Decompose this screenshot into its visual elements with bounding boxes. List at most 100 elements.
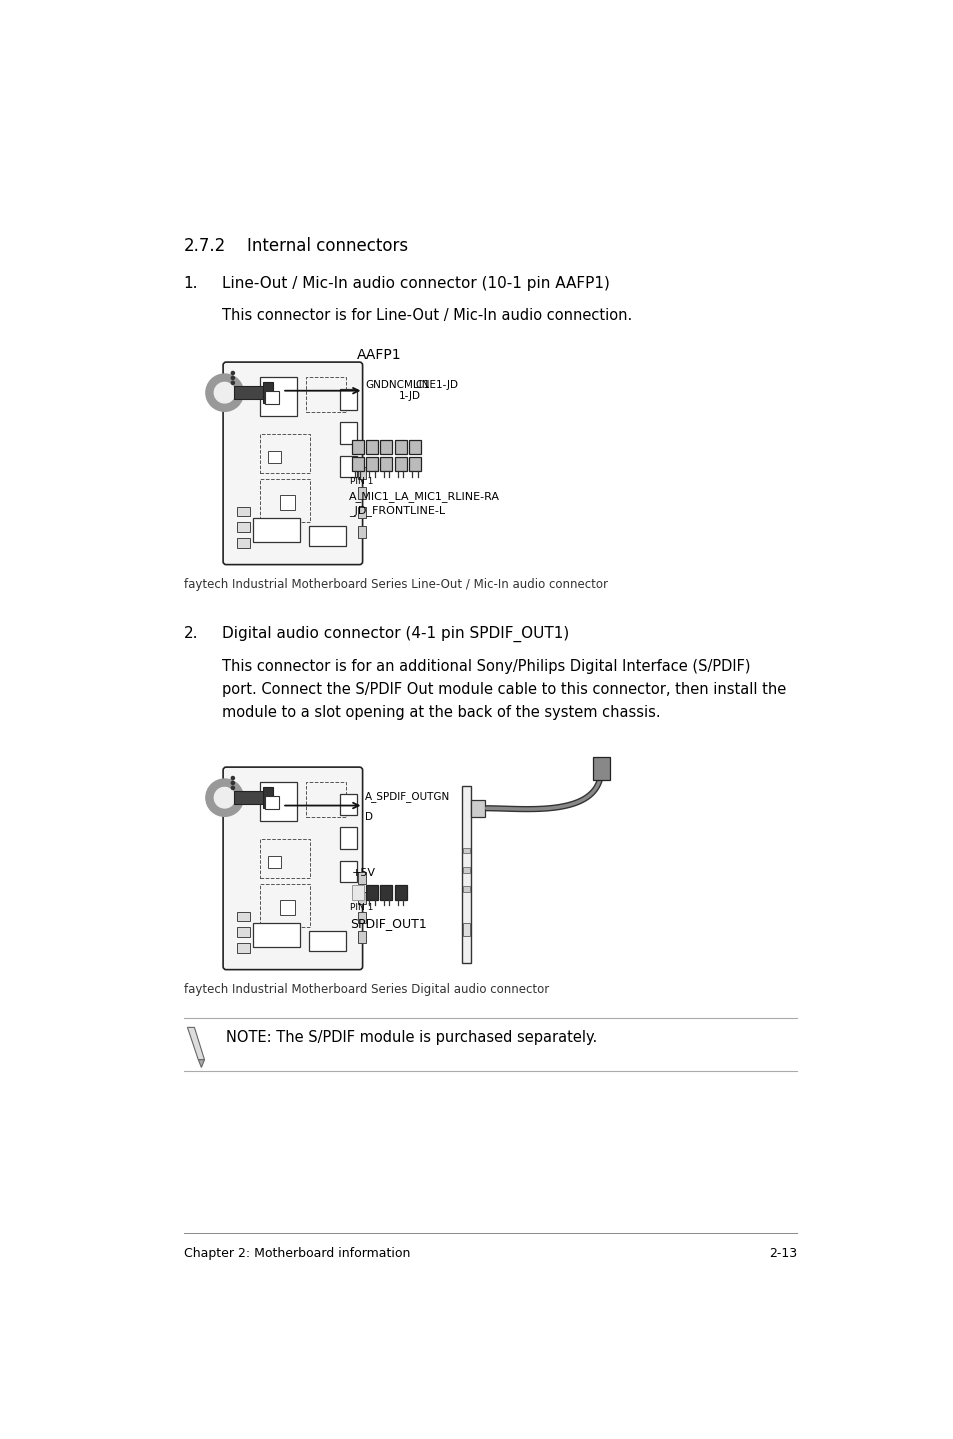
Bar <box>366 885 377 899</box>
Text: 2.: 2. <box>183 626 198 642</box>
Bar <box>267 856 281 868</box>
Bar <box>339 456 356 478</box>
Bar <box>357 507 366 518</box>
Bar <box>357 911 366 924</box>
Circle shape <box>231 777 234 780</box>
Text: 2-13: 2-13 <box>768 1246 797 1259</box>
Bar <box>463 848 469 853</box>
Text: NOTE: The S/PDIF module is purchased separately.: NOTE: The S/PDIF module is purchased sep… <box>226 1030 597 1045</box>
Text: 2.7.2: 2.7.2 <box>183 237 226 255</box>
Bar <box>357 486 366 499</box>
Bar <box>366 440 377 455</box>
Bar <box>463 868 469 872</box>
Bar <box>236 911 250 921</box>
Bar <box>236 522 250 532</box>
Bar <box>259 839 310 878</box>
Bar <box>592 757 609 780</box>
Text: D: D <box>365 812 373 822</box>
Text: Line-Out / Mic-In audio connector (10-1 pin AAFP1): Line-Out / Mic-In audio connector (10-1 … <box>222 276 610 291</box>
Circle shape <box>206 374 243 412</box>
Bar <box>357 468 366 479</box>
Bar <box>380 456 392 472</box>
Bar <box>253 518 299 543</box>
Bar <box>461 786 471 963</box>
Text: module to a slot opening at the back of the system chassis.: module to a slot opening at the back of … <box>222 705 660 720</box>
Bar <box>236 507 250 517</box>
Bar <box>339 861 356 882</box>
Bar <box>409 440 420 455</box>
Bar <box>309 931 346 951</box>
Polygon shape <box>198 1059 204 1068</box>
Bar <box>265 796 278 810</box>
Bar <box>352 456 363 472</box>
Bar <box>395 456 406 472</box>
Text: Digital audio connector (4-1 pin SPDIF_OUT1): Digital audio connector (4-1 pin SPDIF_O… <box>222 626 569 642</box>
Bar <box>259 781 296 822</box>
Bar <box>357 527 366 538</box>
Bar <box>267 450 281 463</box>
Bar <box>253 924 299 947</box>
Bar <box>259 884 310 927</box>
Text: PIN 1: PIN 1 <box>350 476 374 486</box>
Text: +5V: +5V <box>352 868 375 878</box>
Circle shape <box>231 781 234 784</box>
Bar <box>339 389 356 410</box>
Text: Chapter 2: Motherboard information: Chapter 2: Motherboard information <box>183 1246 410 1259</box>
Text: A_SPDIF_OUTGN: A_SPDIF_OUTGN <box>365 791 450 803</box>
Bar <box>263 787 273 807</box>
Bar <box>380 885 392 899</box>
Circle shape <box>231 371 234 374</box>
Bar <box>306 377 346 413</box>
Circle shape <box>231 377 234 380</box>
Bar <box>236 538 250 548</box>
Text: 1.: 1. <box>183 276 198 291</box>
Bar <box>236 943 250 953</box>
Text: PIN 1: PIN 1 <box>350 904 374 912</box>
Text: A_MIC1_LA_MIC1_RLINE-RA
_JD_FRONTLINE-L: A_MIC1_LA_MIC1_RLINE-RA _JD_FRONTLINE-L <box>348 491 499 517</box>
Bar <box>352 885 363 899</box>
Bar <box>357 872 366 884</box>
Text: 1-JD: 1-JD <box>398 391 420 401</box>
Bar <box>462 922 470 937</box>
Bar <box>395 440 406 455</box>
Text: This connector is for Line-Out / Mic-In audio connection.: This connector is for Line-Out / Mic-In … <box>222 308 632 324</box>
Polygon shape <box>187 1027 204 1059</box>
Bar <box>233 791 263 804</box>
Text: This connector is for an additional Sony/Philips Digital Interface (S/PDIF): This connector is for an additional Sony… <box>222 659 750 673</box>
Bar <box>265 391 278 404</box>
Bar <box>409 456 420 472</box>
Bar <box>259 479 310 522</box>
Bar <box>463 886 469 892</box>
Bar <box>339 827 356 849</box>
Bar <box>366 456 377 472</box>
Bar <box>339 422 356 443</box>
Bar <box>357 931 366 943</box>
Bar <box>263 383 273 403</box>
Bar <box>357 892 366 904</box>
FancyBboxPatch shape <box>223 767 362 970</box>
Bar <box>259 377 296 416</box>
Text: GNDNCMIC1: GNDNCMIC1 <box>365 380 430 390</box>
Bar <box>352 440 363 455</box>
Bar <box>471 800 484 817</box>
Bar <box>259 435 310 473</box>
Text: port. Connect the S/PDIF Out module cable to this connector, then install the: port. Connect the S/PDIF Out module cabl… <box>222 682 786 696</box>
Bar <box>395 885 406 899</box>
Bar <box>309 527 346 545</box>
Text: AAFP1: AAFP1 <box>356 348 401 363</box>
Bar <box>306 781 346 817</box>
Text: faytech Industrial Motherboard Series Digital audio connector: faytech Industrial Motherboard Series Di… <box>183 983 548 996</box>
Bar <box>339 794 356 816</box>
Circle shape <box>231 786 234 790</box>
Bar <box>279 495 294 511</box>
FancyBboxPatch shape <box>223 363 362 564</box>
Circle shape <box>214 787 234 807</box>
Text: SPDIF_OUT1: SPDIF_OUT1 <box>350 917 427 930</box>
Text: Internal connectors: Internal connectors <box>247 237 408 255</box>
Bar <box>279 901 294 915</box>
Text: LINE1-JD: LINE1-JD <box>413 380 457 390</box>
Circle shape <box>231 381 234 384</box>
Circle shape <box>206 778 243 816</box>
Bar <box>380 440 392 455</box>
Circle shape <box>214 383 234 403</box>
